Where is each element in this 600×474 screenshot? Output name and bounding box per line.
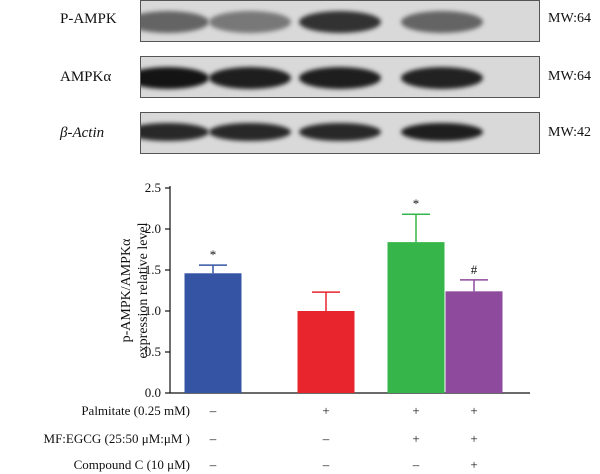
blot-strip-beta-actin <box>140 112 540 154</box>
mw-label-p-ampk: MW:64 <box>548 11 592 26</box>
blot-band <box>401 67 483 89</box>
blot-band <box>141 67 209 89</box>
y-tick-label: 2.0 <box>145 221 161 236</box>
treatment-sign: – <box>209 457 217 472</box>
blot-label-ampk-alpha: AMPKα <box>60 69 112 85</box>
blot-strip-ampk-alpha <box>140 56 540 98</box>
blot-band <box>209 11 291 33</box>
blot-strip-p-ampk <box>140 0 540 42</box>
treatment-sign: – <box>209 431 217 446</box>
treatment-label-palmitate: Palmitate (0.25 mM) <box>81 403 190 418</box>
bar <box>445 291 503 393</box>
bar <box>184 273 242 393</box>
treatment-sign: – <box>412 457 420 472</box>
blot-band <box>299 11 381 33</box>
treatment-label-compound-c: Compound C (10 μM) <box>73 457 190 472</box>
bar <box>297 311 355 393</box>
blot-band <box>141 11 209 33</box>
blot-band <box>401 11 483 33</box>
blot-band <box>401 123 483 141</box>
significance-marker: # <box>471 262 478 277</box>
treatment-sign: + <box>412 431 420 446</box>
mw-label-beta-actin: MW:42 <box>548 125 592 140</box>
treatment-label-mf-egcg: MF:EGCG (25:50 μM:μM ) <box>43 431 190 446</box>
treatment-sign: + <box>412 403 420 418</box>
blot-label-p-ampk: P-AMPK <box>60 11 117 27</box>
treatment-sign: – <box>322 431 330 446</box>
y-tick-label: 0.0 <box>145 385 161 400</box>
treatment-sign: – <box>322 457 330 472</box>
treatment-sign: + <box>470 403 478 418</box>
y-axis-label: p-AMPK/AMPKα <box>119 238 134 342</box>
y-tick-label: 1.0 <box>145 303 161 318</box>
blot-band <box>141 123 209 141</box>
blot-band <box>299 123 381 141</box>
significance-marker: * <box>210 247 217 262</box>
significance-marker: * <box>413 196 420 211</box>
bar <box>387 242 445 393</box>
y-tick-label: 2.5 <box>145 180 161 195</box>
blot-band <box>209 67 291 89</box>
blot-band <box>209 123 291 141</box>
blot-label-beta-actin: β-Actin <box>60 125 105 141</box>
treatment-sign: – <box>209 403 217 418</box>
treatment-sign: + <box>322 403 330 418</box>
treatment-sign: + <box>470 431 478 446</box>
y-tick-label: 0.5 <box>145 344 161 359</box>
mw-label-ampk-alpha: MW:64 <box>548 69 592 84</box>
y-tick-label: 1.5 <box>145 262 161 277</box>
blot-band <box>299 67 381 89</box>
y-axis-label: expression relative level <box>136 222 151 358</box>
treatment-sign: + <box>470 457 478 472</box>
